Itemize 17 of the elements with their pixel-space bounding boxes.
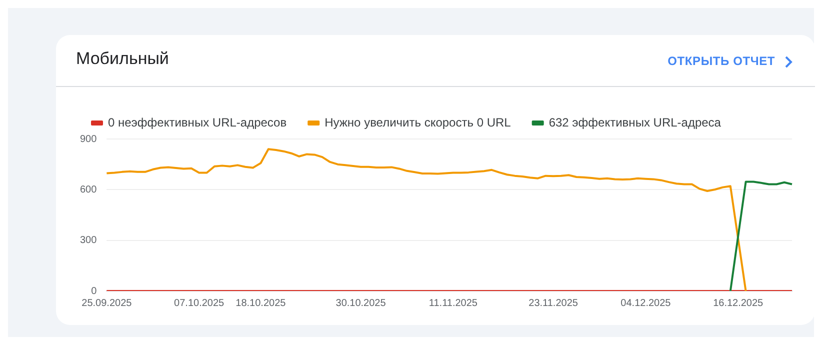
y-tick-label: 300 xyxy=(80,235,98,246)
x-tick-label: 23.11.2025 xyxy=(528,298,578,309)
x-tick-label: 16.12.2025 xyxy=(713,298,764,309)
x-tick-label: 25.09.2025 xyxy=(82,298,132,309)
y-tick-label: 0 xyxy=(91,286,98,297)
y-tick-label: 900 xyxy=(80,134,98,145)
x-tick-label: 18.10.2025 xyxy=(236,298,286,309)
text: ОТКРЫТЬ ОТЧЕТ xyxy=(668,54,775,68)
x-tick-label: 30.10.2025 xyxy=(336,298,386,309)
x-tick-label: 11.11.2025 xyxy=(428,298,478,309)
y-tick-label: 600 xyxy=(80,184,98,196)
x-tick-label: 07.10.2025 xyxy=(174,298,225,309)
x-tick-label: 04.12.2025 xyxy=(620,298,672,309)
legend-label: 632 эффективных URL-адреса xyxy=(548,115,722,130)
chart-title: Мобильный xyxy=(76,49,169,69)
legend-label: Нужно увеличить скорость 0 URL xyxy=(324,115,512,130)
legend-label: 0 неэффективных URL-адресов xyxy=(108,115,287,130)
